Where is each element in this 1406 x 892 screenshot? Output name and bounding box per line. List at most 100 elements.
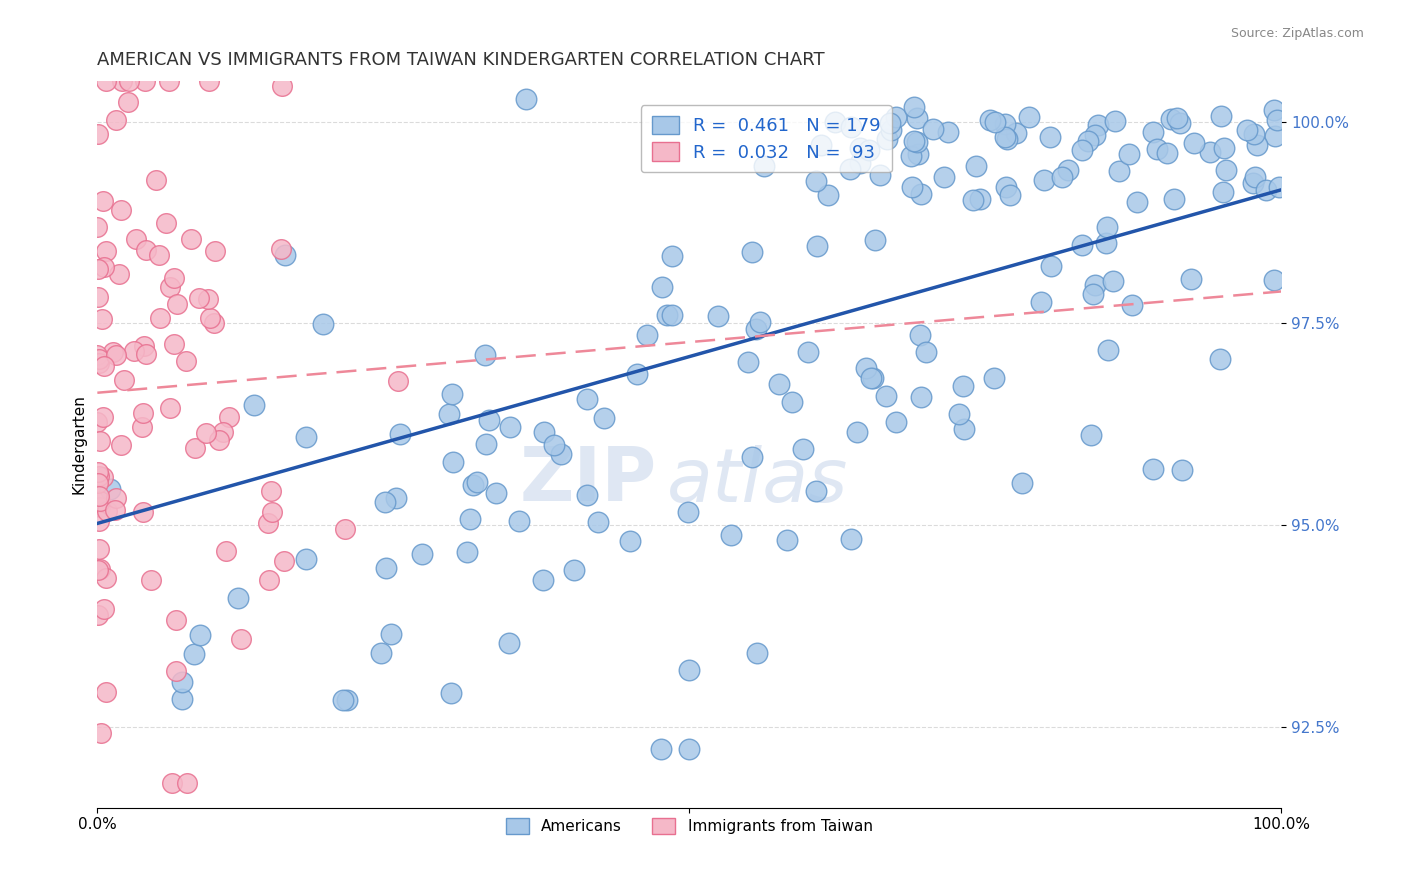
Point <box>752 159 775 173</box>
Point <box>370 646 392 660</box>
Point <box>1265 113 1288 128</box>
Point <box>806 238 828 252</box>
Point <box>104 503 127 517</box>
Point <box>198 311 221 326</box>
Point <box>562 563 585 577</box>
Point <box>903 100 925 114</box>
Point <box>1180 272 1202 286</box>
Point <box>94 74 117 88</box>
Point <box>166 297 188 311</box>
Point <box>87 563 110 577</box>
Point <box>1029 294 1052 309</box>
Point <box>165 664 187 678</box>
Point <box>194 425 217 440</box>
Point <box>1039 259 1062 273</box>
Point <box>94 244 117 259</box>
Point <box>374 494 396 508</box>
Point <box>499 420 522 434</box>
Point <box>107 267 129 281</box>
Point <box>1163 192 1185 206</box>
Point <box>914 345 936 359</box>
Point <box>86 465 108 479</box>
Point <box>139 573 162 587</box>
Point <box>737 355 759 369</box>
Point <box>576 392 599 407</box>
Point <box>531 573 554 587</box>
Point <box>962 193 984 207</box>
Point <box>952 378 974 392</box>
Point <box>336 692 359 706</box>
Point <box>780 394 803 409</box>
Point <box>1246 138 1268 153</box>
Point <box>965 159 987 173</box>
Point <box>1118 147 1140 161</box>
Point <box>661 249 683 263</box>
Point <box>745 322 768 336</box>
Point <box>678 663 700 677</box>
Point <box>104 491 127 506</box>
Point <box>101 344 124 359</box>
Point <box>1146 142 1168 156</box>
Point <box>910 390 932 404</box>
Point <box>1263 273 1285 287</box>
Point <box>148 247 170 261</box>
Point <box>132 505 155 519</box>
Point <box>884 110 907 124</box>
Point <box>443 455 465 469</box>
Point <box>1095 219 1118 234</box>
Point <box>849 156 872 170</box>
Point <box>375 560 398 574</box>
Point <box>93 260 115 274</box>
Point <box>162 776 184 790</box>
Point <box>994 129 1017 144</box>
Point <box>174 354 197 368</box>
Point <box>741 450 763 464</box>
Point <box>1209 351 1232 366</box>
Point <box>243 398 266 412</box>
Point <box>465 475 488 490</box>
Point <box>979 112 1001 127</box>
Point <box>89 500 111 514</box>
Point <box>458 512 481 526</box>
Point <box>112 373 135 387</box>
Point <box>1071 143 1094 157</box>
Point <box>1263 103 1285 117</box>
Point <box>969 192 991 206</box>
Point <box>984 115 1007 129</box>
Point <box>456 545 478 559</box>
Point <box>485 486 508 500</box>
Point <box>218 409 240 424</box>
Point <box>89 493 111 508</box>
Point <box>707 310 730 324</box>
Point <box>748 315 770 329</box>
Point <box>157 74 180 88</box>
Point <box>122 343 145 358</box>
Point <box>1182 136 1205 150</box>
Point <box>176 776 198 790</box>
Point <box>994 117 1017 131</box>
Point <box>936 125 959 139</box>
Point <box>1087 118 1109 132</box>
Point <box>846 425 869 440</box>
Point <box>1033 172 1056 186</box>
Point <box>1211 109 1233 123</box>
Point <box>270 242 292 256</box>
Point <box>215 544 238 558</box>
Point <box>87 489 110 503</box>
Point <box>1084 128 1107 142</box>
Point <box>859 371 882 385</box>
Point <box>96 571 118 585</box>
Point <box>86 476 108 491</box>
Point <box>533 425 555 440</box>
Point <box>165 613 187 627</box>
Point <box>270 78 292 93</box>
Point <box>1108 163 1130 178</box>
Point <box>131 420 153 434</box>
Point <box>876 131 898 145</box>
Point <box>231 632 253 646</box>
Point <box>1160 112 1182 126</box>
Point <box>91 470 114 484</box>
Point <box>134 74 156 88</box>
Text: atlas: atlas <box>668 445 849 516</box>
Point <box>1104 114 1126 128</box>
